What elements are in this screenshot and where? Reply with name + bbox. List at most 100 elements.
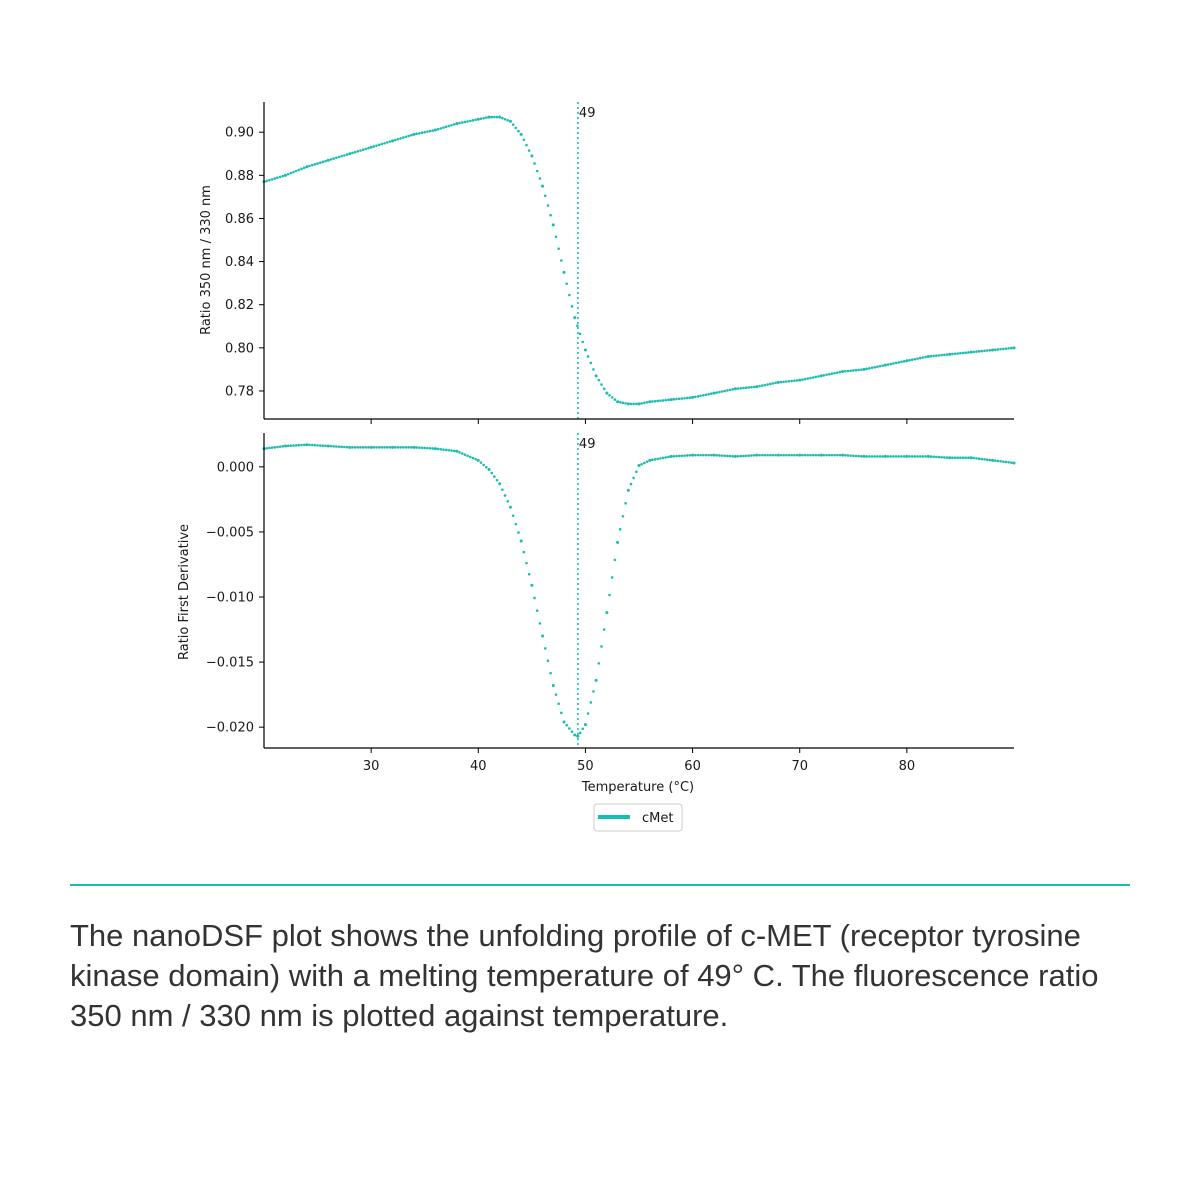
- data-point: [610, 396, 614, 399]
- data-point: [790, 453, 793, 457]
- data-point: [736, 454, 740, 458]
- data-point: [444, 448, 448, 452]
- data-point: [833, 371, 836, 375]
- data-point: [597, 378, 601, 382]
- data-point: [326, 444, 330, 448]
- data-point: [969, 350, 973, 354]
- data-point: [750, 454, 753, 457]
- data-point: [466, 454, 469, 458]
- data-point: [452, 449, 456, 453]
- data-point: [415, 132, 418, 136]
- data-point: [335, 156, 338, 160]
- data-point: [643, 401, 646, 405]
- data-point: [635, 402, 638, 406]
- data-point: [793, 379, 796, 383]
- data-point: [276, 176, 279, 180]
- data-point: [728, 454, 732, 458]
- data-point: [841, 453, 844, 457]
- data-point: [918, 356, 922, 360]
- data-point: [881, 364, 885, 367]
- y-tick-label: 0.82: [225, 298, 254, 313]
- data-point: [551, 223, 555, 227]
- data-point: [910, 358, 914, 361]
- data-point: [447, 124, 451, 128]
- data-point: [814, 453, 818, 457]
- data-point: [576, 734, 579, 738]
- data-point: [683, 454, 686, 457]
- data-point: [685, 396, 689, 400]
- data-point: [506, 119, 510, 122]
- data-point: [626, 488, 630, 492]
- data-point: [932, 354, 935, 358]
- data-point: [945, 353, 949, 356]
- data-point: [766, 383, 769, 386]
- data-point: [621, 401, 625, 405]
- y-tick-label: 0.000: [217, 460, 254, 475]
- data-point: [964, 351, 968, 354]
- data-point: [669, 455, 673, 458]
- data-point: [474, 118, 477, 122]
- data-point: [656, 457, 660, 461]
- data-point: [953, 456, 957, 460]
- data-point: [731, 454, 735, 458]
- data-point: [364, 147, 368, 151]
- data-point: [407, 446, 410, 449]
- data-point: [892, 455, 895, 458]
- data-point: [490, 471, 493, 475]
- data-point: [637, 402, 641, 406]
- data-point: [399, 137, 402, 140]
- data-point: [857, 368, 860, 372]
- data-point: [460, 121, 464, 124]
- data-point: [752, 453, 756, 457]
- data-point: [541, 634, 544, 638]
- data-point: [785, 453, 788, 457]
- data-point: [589, 701, 593, 704]
- data-point: [431, 129, 435, 132]
- data-point: [297, 443, 301, 447]
- data-point: [525, 561, 528, 565]
- data-point: [779, 453, 783, 457]
- data-point: [624, 501, 627, 505]
- data-point: [519, 539, 523, 543]
- data-point: [951, 456, 954, 460]
- data-point: [967, 351, 970, 354]
- data-point: [410, 133, 413, 137]
- data-point: [458, 121, 461, 125]
- data-point: [268, 446, 271, 450]
- data-point: [535, 169, 539, 173]
- data-point: [822, 453, 826, 457]
- data-point: [905, 359, 909, 363]
- data-point: [1001, 460, 1005, 463]
- data-point: [693, 453, 697, 457]
- data-point: [975, 350, 978, 353]
- data-point: [1004, 347, 1008, 350]
- data-point: [514, 126, 518, 130]
- data-point: [530, 583, 534, 587]
- data-point: [391, 139, 394, 143]
- data-point: [843, 453, 847, 457]
- data-point: [420, 131, 424, 135]
- data-point: [557, 702, 560, 706]
- data-point: [953, 352, 957, 356]
- data-point: [551, 684, 555, 687]
- data-point: [795, 453, 799, 457]
- data-point: [758, 384, 761, 388]
- data-point: [439, 447, 443, 451]
- data-point: [972, 350, 976, 354]
- data-point: [841, 370, 844, 373]
- data-point: [560, 711, 563, 715]
- data-point: [503, 494, 507, 497]
- data-point: [747, 454, 751, 457]
- data-point: [675, 397, 678, 401]
- data-point: [943, 353, 946, 357]
- data-point: [710, 392, 713, 395]
- y-tick-label: −0.005: [206, 525, 254, 540]
- data-point: [455, 449, 459, 453]
- data-point: [393, 138, 397, 142]
- data-point: [972, 456, 976, 460]
- data-point: [535, 609, 539, 612]
- x-tick-label: 80: [899, 759, 916, 774]
- data-point: [771, 382, 775, 385]
- data-point: [621, 515, 625, 518]
- data-point: [835, 453, 839, 457]
